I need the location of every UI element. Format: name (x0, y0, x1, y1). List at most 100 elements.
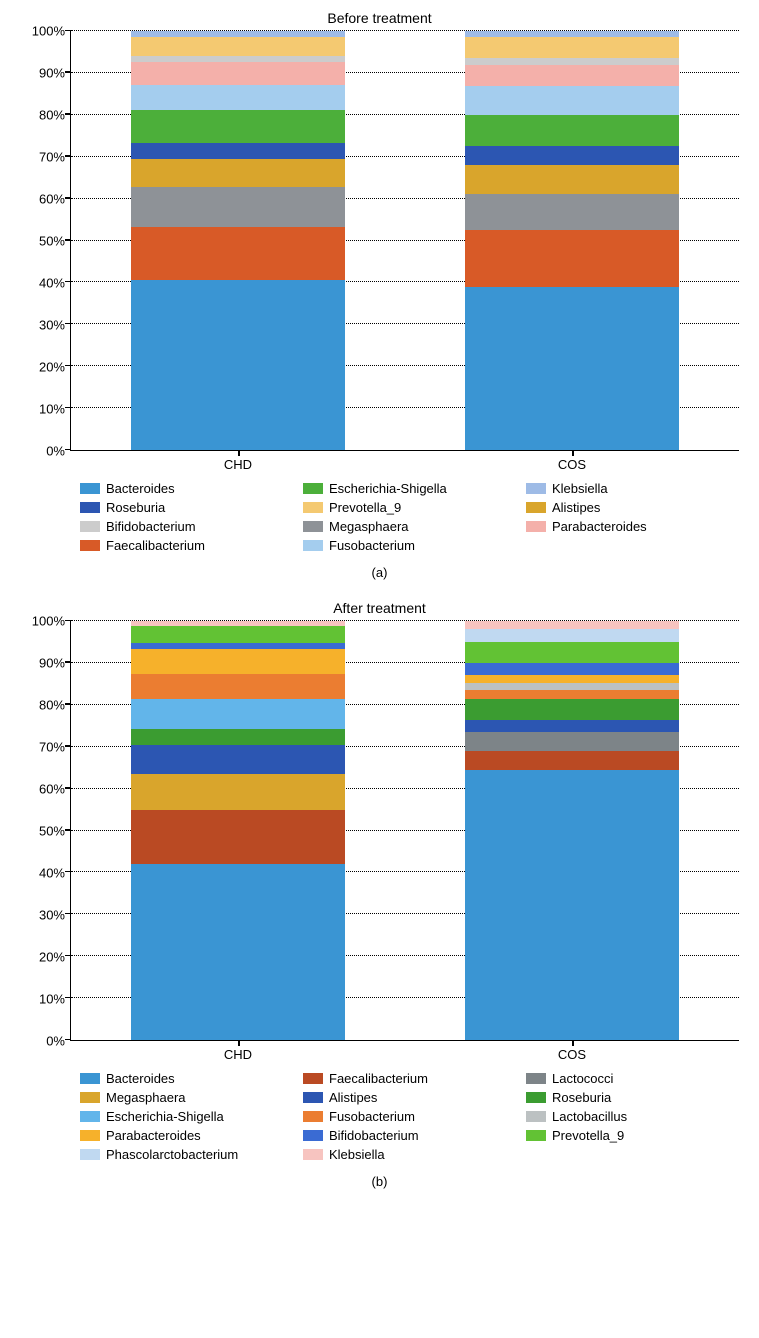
legend-label: Fusobacterium (329, 1109, 415, 1124)
bar-segment (465, 230, 679, 287)
legend-item (526, 538, 739, 553)
x-tick-mark (238, 450, 240, 456)
legend-swatch (303, 1111, 323, 1122)
bar-segment (131, 649, 345, 674)
legend-item: Bifidobacterium (303, 1128, 516, 1143)
chart-area: 0%10%20%30%40%50%60%70%80%90%100%CHDCOS (20, 31, 739, 451)
stacked-bar (131, 621, 345, 1040)
legend-item: Klebsiella (303, 1147, 516, 1162)
y-axis: 0%10%20%30%40%50%60%70%80%90%100% (20, 621, 70, 1041)
x-axis-label: CHD (224, 457, 252, 472)
bar-segment (465, 165, 679, 194)
legend-label: Parabacteroides (106, 1128, 201, 1143)
bar-segment (465, 683, 679, 691)
bar-segment (131, 85, 345, 110)
y-tick-label: 40% (39, 276, 65, 291)
legend-swatch (526, 1130, 546, 1141)
legend-swatch (80, 1092, 100, 1103)
y-tick-label: 90% (39, 66, 65, 81)
legend-label: Alistipes (329, 1090, 377, 1105)
legend-swatch (80, 483, 100, 494)
legend-label: Bacteroides (106, 1071, 175, 1086)
y-tick-label: 70% (39, 740, 65, 755)
plot-area: CHDCOS (70, 621, 739, 1041)
panel-title: Before treatment (20, 10, 739, 26)
chart-panel-1: After treatment0%10%20%30%40%50%60%70%80… (20, 600, 739, 1189)
legend-item: Escherichia-Shigella (303, 481, 516, 496)
y-tick-label: 20% (39, 360, 65, 375)
x-axis-label: COS (558, 457, 586, 472)
legend-item: Escherichia-Shigella (80, 1109, 293, 1124)
legend-item: Alistipes (303, 1090, 516, 1105)
legend-label: Klebsiella (329, 1147, 385, 1162)
bar-segment (465, 732, 679, 751)
legend-item: Faecalibacterium (303, 1071, 516, 1086)
bar-group: CHD (131, 31, 345, 450)
legend-swatch (80, 1111, 100, 1122)
legend-label: Roseburia (552, 1090, 611, 1105)
y-tick-label: 50% (39, 234, 65, 249)
bar-segment (131, 37, 345, 56)
legend-item: Prevotella_9 (303, 500, 516, 515)
bar-segment (131, 626, 345, 643)
y-tick-label: 90% (39, 656, 65, 671)
x-tick-mark (238, 1040, 240, 1046)
bar-segment (131, 810, 345, 864)
legend-label: Fusobacterium (329, 538, 415, 553)
x-axis-label: CHD (224, 1047, 252, 1062)
x-axis-label: COS (558, 1047, 586, 1062)
legend-swatch (80, 1130, 100, 1141)
bar-segment (465, 86, 679, 115)
legend-item: Bacteroides (80, 1071, 293, 1086)
bar-segment (465, 720, 679, 733)
bar-segment (131, 674, 345, 699)
bar-segment (131, 227, 345, 280)
bar-segment (465, 699, 679, 720)
legend-label: Bifidobacterium (329, 1128, 419, 1143)
chart-panel-0: Before treatment0%10%20%30%40%50%60%70%8… (20, 10, 739, 580)
bar-segment (465, 675, 679, 683)
legend-swatch (303, 1073, 323, 1084)
legend-swatch (303, 1149, 323, 1160)
y-tick-label: 60% (39, 782, 65, 797)
bar-segment (465, 37, 679, 58)
legend-label: Roseburia (106, 500, 165, 515)
bar-segment (465, 287, 679, 450)
legend-swatch (526, 1092, 546, 1103)
plot-area: CHDCOS (70, 31, 739, 451)
legend: Bacteroides Escherichia-Shigella Klebsiell… (80, 481, 739, 553)
bar-segment (131, 699, 345, 728)
y-tick-label: 80% (39, 698, 65, 713)
legend: Bacteroides Faecalibacterium Lactococci Meg… (80, 1071, 739, 1162)
legend-item: Parabacteroides (526, 519, 739, 534)
legend-label: Escherichia-Shigella (106, 1109, 224, 1124)
legend-item: Megasphaera (80, 1090, 293, 1105)
legend-label: Prevotella_9 (552, 1128, 624, 1143)
bar-segment (465, 115, 679, 146)
legend-label: Lactococci (552, 1071, 613, 1086)
bar-segment (465, 146, 679, 165)
legend-item: Klebsiella (526, 481, 739, 496)
legend-item: Lactococci (526, 1071, 739, 1086)
bar-segment (465, 642, 679, 663)
legend-label: Prevotella_9 (329, 500, 401, 515)
y-tick-label: 30% (39, 318, 65, 333)
legend-label: Phascolarctobacterium (106, 1147, 238, 1162)
panel-sublabel: (b) (20, 1174, 739, 1189)
bar-segment (465, 751, 679, 770)
y-tick-label: 0% (46, 444, 65, 459)
bar-group: COS (465, 621, 679, 1040)
legend-swatch (303, 1092, 323, 1103)
legend-label: Klebsiella (552, 481, 608, 496)
y-axis: 0%10%20%30%40%50%60%70%80%90%100% (20, 31, 70, 451)
legend-item: Megasphaera (303, 519, 516, 534)
legend-swatch (80, 1073, 100, 1084)
legend-swatch (526, 502, 546, 513)
y-tick-label: 10% (39, 402, 65, 417)
bar-segment (131, 745, 345, 774)
legend-swatch (80, 502, 100, 513)
y-tick-label: 0% (46, 1034, 65, 1049)
stacked-bar (465, 31, 679, 450)
bars-container: CHDCOS (71, 621, 739, 1040)
legend-item: Bacteroides (80, 481, 293, 496)
